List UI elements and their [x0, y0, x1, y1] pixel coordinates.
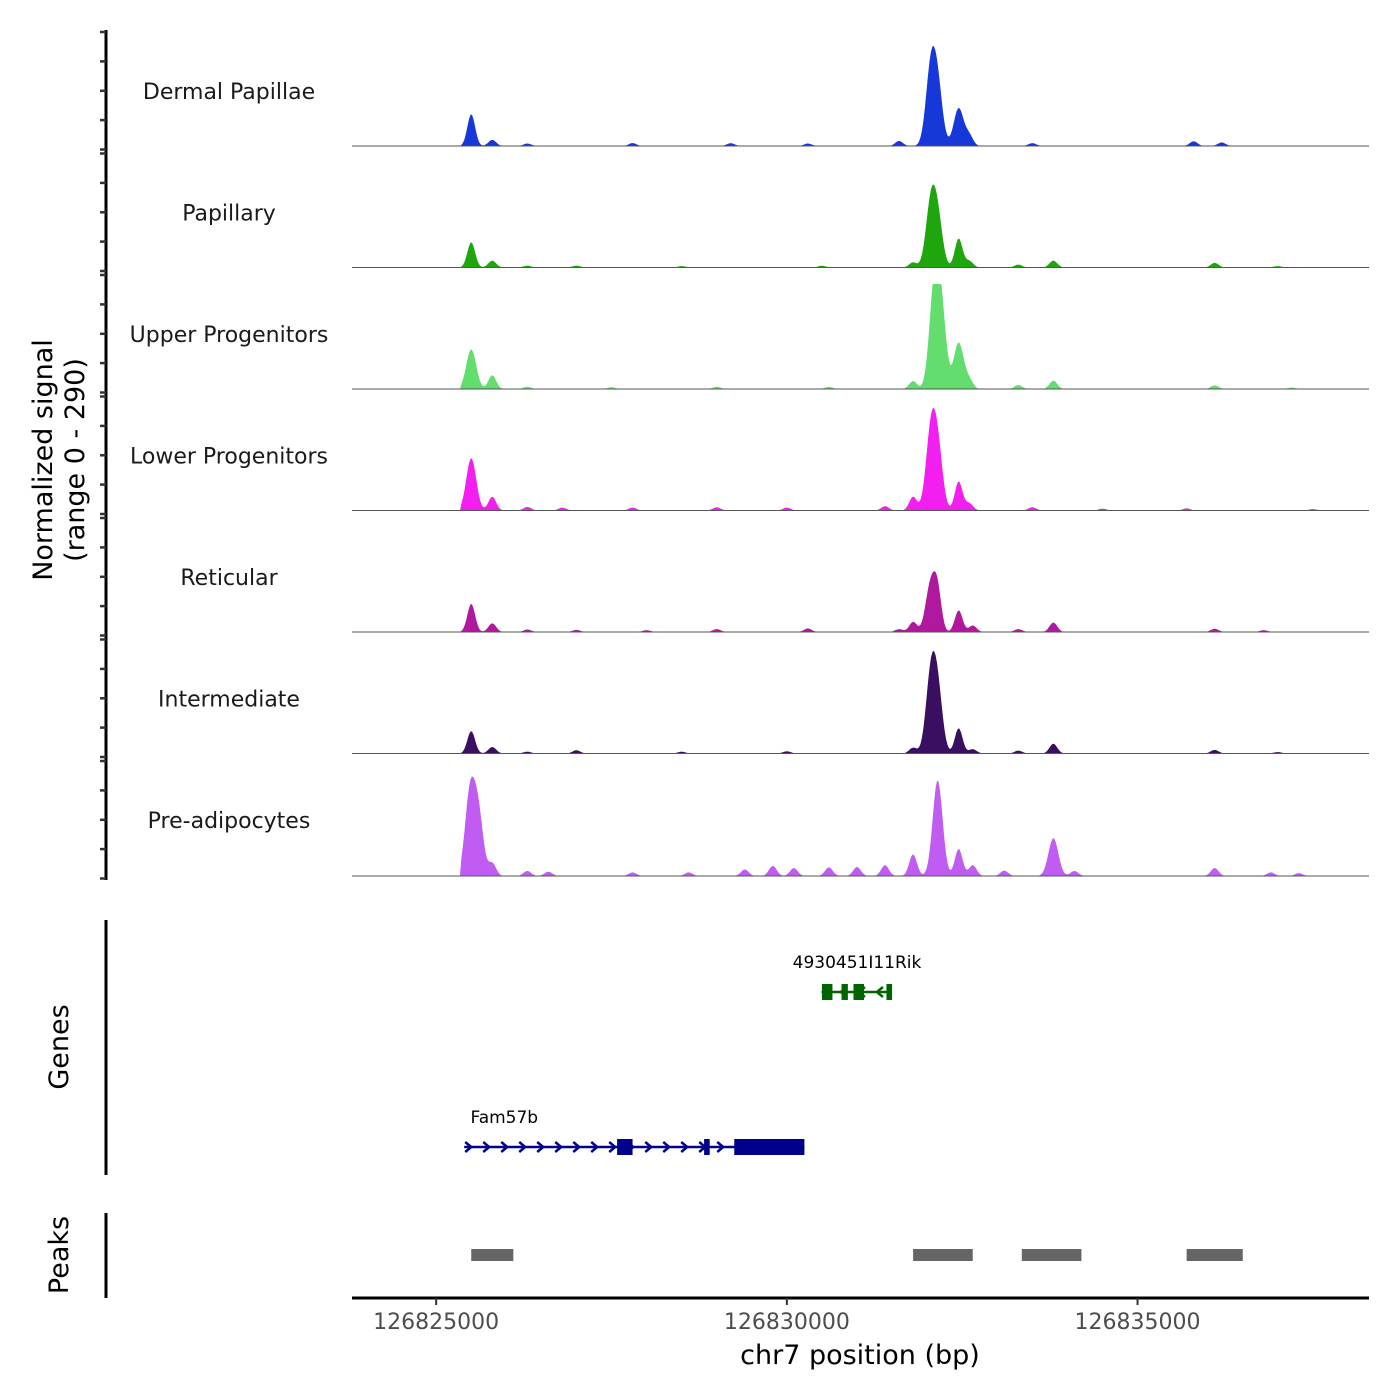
gene-4930451i11rik: 4930451I11Rik: [793, 953, 922, 1000]
strand-arrow: [518, 1141, 528, 1153]
track-papillary: Papillary: [182, 184, 1369, 268]
track-intermediate: Intermediate: [158, 650, 1369, 754]
gene-track: 4930451I11Rik Fam57b: [464, 953, 922, 1155]
track-pre-adipocytes: Pre-adipocytes: [148, 776, 1369, 877]
strand-arrow: [572, 1141, 582, 1153]
peak-region: [1021, 1249, 1082, 1261]
track-lower-progenitors: Lower Progenitors: [130, 407, 1369, 511]
signal-axis-ticks: [100, 30, 106, 880]
signal-axis-title: Normalized signal: [28, 339, 59, 581]
peak-region: [1186, 1249, 1243, 1261]
signal-tracks: Dermal Papillae Papillary Upper Progenitor…: [130, 46, 1369, 877]
signal-axis-subtitle: (range 0 - 290): [60, 358, 91, 562]
track-label: Intermediate: [158, 688, 300, 713]
x-tick-label: 126825000: [373, 1310, 499, 1335]
track-reticular: Reticular: [180, 566, 1369, 633]
coverage-area: [352, 650, 1369, 754]
gene-fam57b: Fam57b: [464, 1108, 805, 1155]
strand-arrow: [554, 1141, 564, 1153]
gene-exon: [821, 984, 833, 1000]
gene-exon: [704, 1139, 710, 1155]
strand-arrow: [536, 1141, 546, 1153]
strand-arrow: [680, 1141, 690, 1153]
gene-exon: [853, 984, 865, 1000]
strand-arrow: [644, 1141, 654, 1153]
strand-arrow: [464, 1141, 474, 1153]
x-axis-title: chr7 position (bp): [740, 1340, 980, 1371]
strand-arrow: [590, 1141, 600, 1153]
gene-exon: [617, 1139, 633, 1155]
strand-arrow: [608, 1141, 618, 1153]
x-tick-label: 126830000: [724, 1310, 850, 1335]
coverage-area: [352, 407, 1369, 511]
gene-label: 4930451I11Rik: [793, 953, 922, 973]
gene-exon: [841, 984, 848, 1000]
strand-arrow: [482, 1141, 492, 1153]
track-label: Dermal Papillae: [143, 80, 315, 105]
strand-arrow: [716, 1141, 726, 1153]
peak-track: [471, 1249, 1243, 1261]
peaks-axis-title: Peaks: [44, 1216, 75, 1294]
strand-arrow: [662, 1141, 672, 1153]
genes-axis-title: Genes: [44, 1004, 75, 1089]
track-label: Papillary: [182, 202, 276, 227]
track-upper-progenitors: Upper Progenitors: [130, 284, 1369, 390]
x-axis-ticks: 126825000 126830000 126835000: [373, 1298, 1201, 1335]
track-label: Reticular: [180, 566, 278, 591]
coverage-area: [352, 184, 1369, 268]
coverage-area: [352, 776, 1369, 876]
peak-region: [471, 1249, 514, 1261]
coverage-area: [352, 46, 1369, 147]
peak-region: [913, 1249, 973, 1261]
x-tick-label: 126835000: [1075, 1310, 1201, 1335]
gene-exon: [734, 1139, 805, 1155]
track-dermal-papillae: Dermal Papillae: [143, 46, 1369, 147]
coverage-area: [352, 571, 1369, 632]
coverage-area: [352, 284, 1369, 389]
track-label: Pre-adipocytes: [148, 809, 311, 834]
track-label: Upper Progenitors: [130, 323, 329, 348]
track-label: Lower Progenitors: [130, 445, 328, 470]
gene-exon: [886, 984, 893, 1000]
strand-arrow: [500, 1141, 510, 1153]
strand-arrow: [874, 986, 884, 998]
gene-label: Fam57b: [470, 1108, 538, 1128]
